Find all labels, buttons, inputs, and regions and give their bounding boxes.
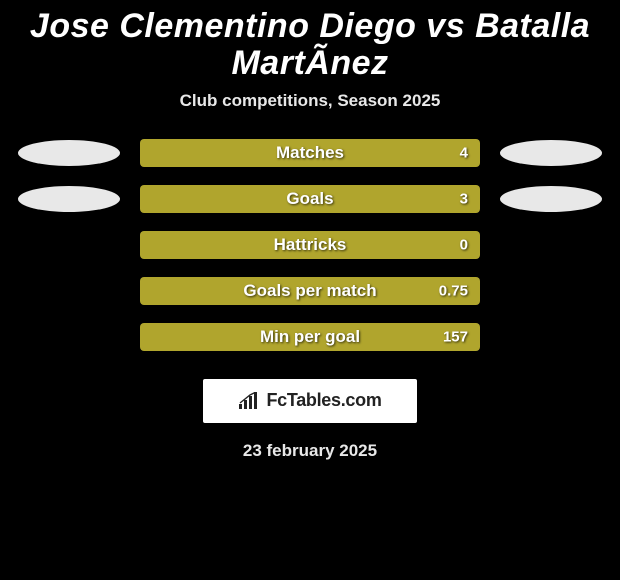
stat-value: 3 <box>460 190 468 207</box>
stat-label: Goals per match <box>243 281 376 301</box>
bar-chart-icon <box>238 392 260 410</box>
stats-list: Matches 4 Goals 3 Hattricks 0 Goals per match 0… <box>0 139 620 351</box>
stat-row: Goals 3 <box>10 185 610 213</box>
stat-row: Matches 4 <box>10 139 610 167</box>
stat-label: Hattricks <box>274 235 347 255</box>
left-ellipse <box>18 186 120 212</box>
right-ellipse <box>500 140 602 166</box>
stat-bar: Matches 4 <box>140 139 480 167</box>
stat-value: 0 <box>460 236 468 253</box>
comparison-card: Jose Clementino Diego vs Batalla MartÃ­n… <box>0 0 620 461</box>
subtitle: Club competitions, Season 2025 <box>0 91 620 111</box>
stat-bar: Min per goal 157 <box>140 323 480 351</box>
right-ellipse <box>500 186 602 212</box>
footer-date: 23 february 2025 <box>0 441 620 461</box>
stat-value: 157 <box>443 328 468 345</box>
stat-value: 4 <box>460 144 468 161</box>
stat-row: Min per goal 157 <box>10 323 610 351</box>
watermark-badge: FcTables.com <box>203 379 417 423</box>
stat-bar: Goals per match 0.75 <box>140 277 480 305</box>
left-ellipse <box>18 140 120 166</box>
stat-label: Goals <box>286 189 333 209</box>
stat-label: Matches <box>276 143 344 163</box>
stat-label: Min per goal <box>260 327 360 347</box>
stat-value: 0.75 <box>439 282 468 299</box>
stat-row: Hattricks 0 <box>10 231 610 259</box>
stat-row: Goals per match 0.75 <box>10 277 610 305</box>
stat-bar: Goals 3 <box>140 185 480 213</box>
stat-bar: Hattricks 0 <box>140 231 480 259</box>
page-title: Jose Clementino Diego vs Batalla MartÃ­n… <box>0 8 620 91</box>
watermark-text: FcTables.com <box>266 390 381 411</box>
